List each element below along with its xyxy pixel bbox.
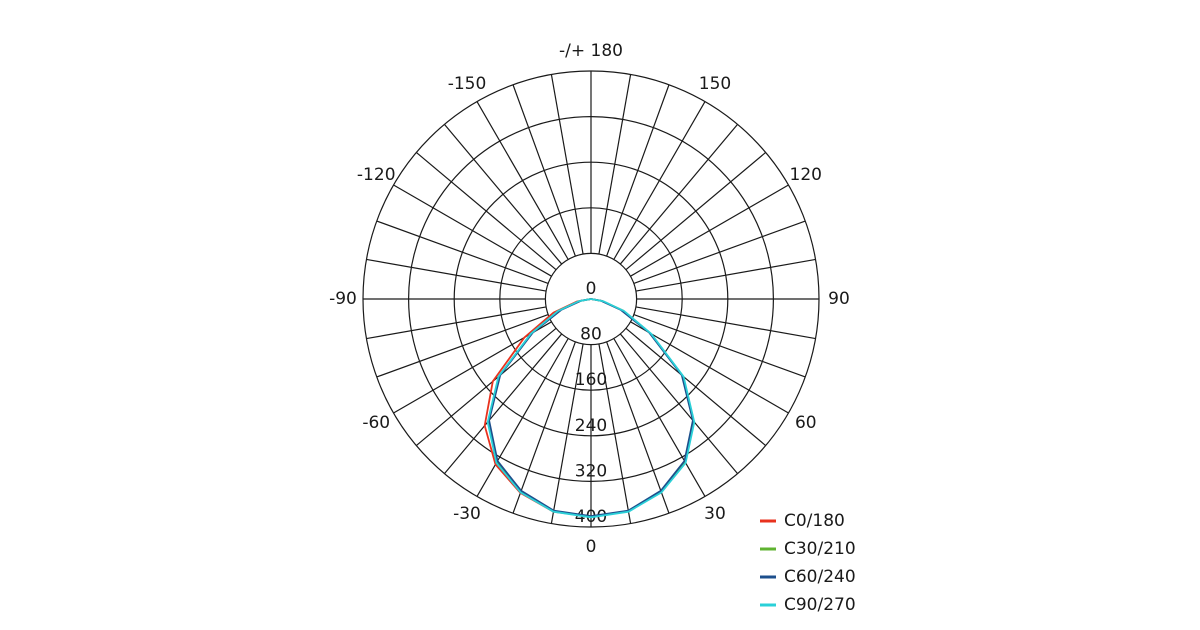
r-tick-label: 240 bbox=[575, 416, 607, 436]
r-tick-label: 0 bbox=[586, 279, 597, 299]
r-tick-label: 80 bbox=[580, 325, 602, 345]
angle-tick-label: 30 bbox=[704, 504, 726, 524]
angle-tick-label: 150 bbox=[699, 74, 731, 94]
angle-tick-label: -30 bbox=[453, 504, 481, 524]
ring bbox=[499, 207, 683, 391]
r-tick-label: 160 bbox=[575, 370, 607, 390]
angle-tick-label: 60 bbox=[795, 413, 817, 433]
ring bbox=[544, 252, 638, 346]
angle-tick-label: 0 bbox=[586, 537, 597, 557]
ring bbox=[362, 70, 820, 528]
ring bbox=[408, 116, 774, 482]
series-line bbox=[486, 298, 696, 519]
angle-tick-label: -150 bbox=[448, 74, 487, 94]
angle-tick-label: -60 bbox=[362, 413, 390, 433]
angle-tick-label: -120 bbox=[357, 165, 396, 185]
angle-tick-label: -90 bbox=[329, 289, 357, 309]
angle-tick-label: 120 bbox=[790, 165, 822, 185]
legend-label: C60/240 bbox=[784, 567, 856, 587]
r-tick-label: 320 bbox=[575, 461, 607, 481]
angle-tick-label: 90 bbox=[828, 289, 850, 309]
legend-label: C90/270 bbox=[784, 595, 856, 615]
angle-tick-label: -/+ 180 bbox=[559, 41, 623, 61]
ring bbox=[453, 161, 729, 437]
legend-label: C0/180 bbox=[784, 511, 845, 531]
legend-label: C30/210 bbox=[784, 539, 856, 559]
